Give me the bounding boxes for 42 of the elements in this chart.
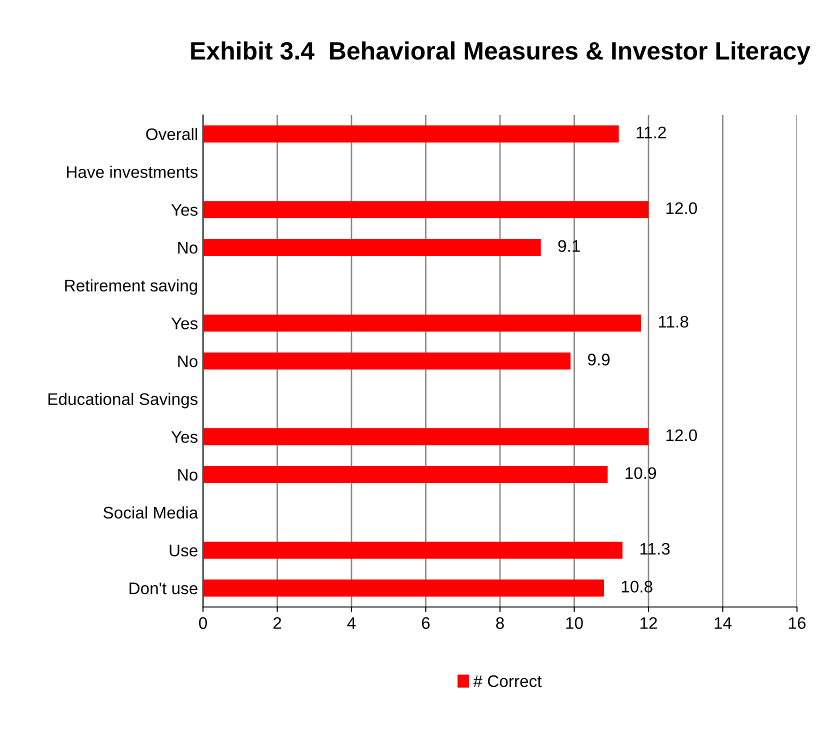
y-tick-label: Yes [171,204,198,216]
y-tick-label: Use [170,544,198,556]
legend-label: # Correct [473,675,542,688]
bar [203,352,571,370]
bar [203,428,648,446]
bar [203,314,642,332]
bar [203,201,648,218]
data-label: 11.2 [636,126,666,138]
x-tick-label: 2 [273,617,282,629]
y-tick-label: No [178,242,198,254]
y-tick-label: Have investments [67,166,198,178]
data-label: 11.3 [640,542,670,555]
x-tick-label: 16 [789,617,806,629]
y-tick-label: Educational Savings [48,392,198,408]
x-tick-label: 10 [566,617,583,629]
y-tick-label: Overall [146,128,198,140]
chart-title: Exhibit 3.4 Behavioral Measures & Investor Literacy [191,41,810,65]
data-label: 11.8 [659,316,688,328]
data-label: 9.9 [588,354,610,366]
bar [203,125,619,142]
y-tick-label: Yes [171,431,198,443]
x-tick-label: 12 [640,617,657,629]
x-tick-label: 14 [714,617,732,629]
bar [203,542,623,559]
x-tick-label: 4 [347,617,356,629]
y-tick-label: Social Media [103,506,198,519]
y-tick-label: Retirement saving [65,279,198,295]
bar [203,580,604,597]
data-label: 10.9 [626,467,656,480]
bar [203,238,541,256]
bar [203,466,608,484]
y-tick-label: No [178,356,198,368]
data-label: 10.8 [622,580,652,593]
data-label: 12.0 [666,429,697,442]
x-tick-label: 6 [422,617,430,629]
x-tick-label: 0 [199,617,207,629]
y-tick-label: Don't use [130,582,198,594]
data-label: 9.1 [558,240,580,252]
data-label: 12.0 [666,202,697,214]
y-tick-label: Yes [171,318,198,330]
x-tick-label: 8 [496,617,504,629]
y-tick-label: No [178,469,198,481]
